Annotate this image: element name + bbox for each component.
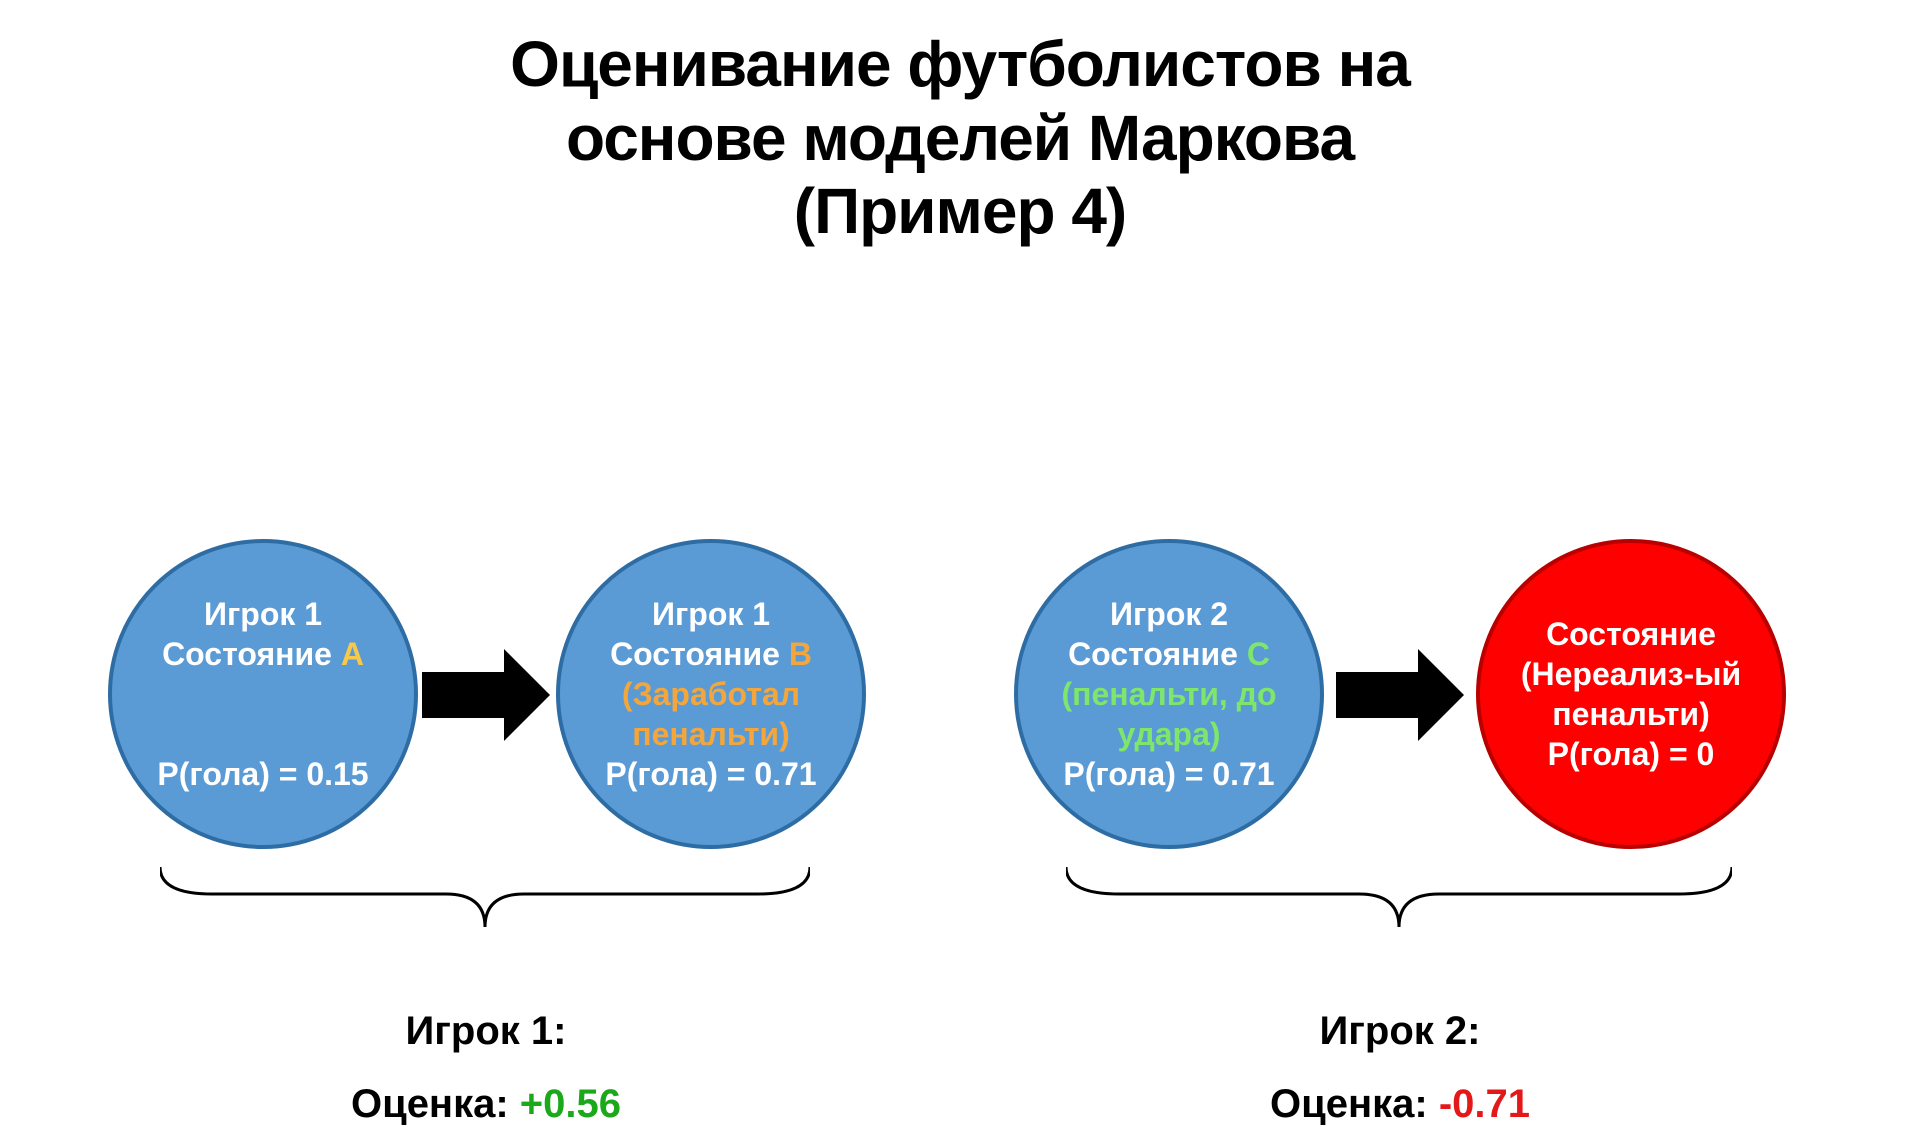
state-node-D: Состояние(Нереализ-ыйпенальти)Р(гола) = … xyxy=(1476,539,1786,849)
result-1: Игрок 1:Оценка: +0.56 xyxy=(236,1009,736,1127)
state-node-C: Игрок 2Состояние C(пенальти, доудара)Р(г… xyxy=(1014,539,1324,849)
brace-2 xyxy=(1066,867,1732,933)
page-title: Оценивание футболистов наоснове моделей … xyxy=(0,0,1920,249)
result-2: Игрок 2:Оценка: -0.71 xyxy=(1150,1009,1650,1127)
brace-1 xyxy=(160,867,810,933)
arrow-2 xyxy=(1336,649,1464,741)
diagram-canvas: Игрок 1Состояние A Р(гола) = 0.15 Игрок 1… xyxy=(0,249,1920,949)
state-node-B: Игрок 1Состояние B(Заработалпенальти)Р(г… xyxy=(556,539,866,849)
state-node-A: Игрок 1Состояние A Р(гола) = 0.15 xyxy=(108,539,418,849)
arrow-1 xyxy=(422,649,550,741)
